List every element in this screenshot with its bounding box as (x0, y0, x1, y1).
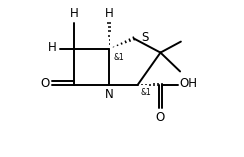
Text: &1: &1 (140, 88, 151, 97)
Text: N: N (105, 88, 114, 101)
Text: OH: OH (179, 78, 197, 90)
Text: S: S (141, 31, 148, 44)
Text: H: H (70, 7, 79, 20)
Text: H: H (48, 41, 57, 54)
Text: &1: &1 (113, 53, 124, 62)
Text: H: H (105, 7, 114, 20)
Text: O: O (41, 78, 50, 90)
Text: O: O (156, 111, 165, 124)
